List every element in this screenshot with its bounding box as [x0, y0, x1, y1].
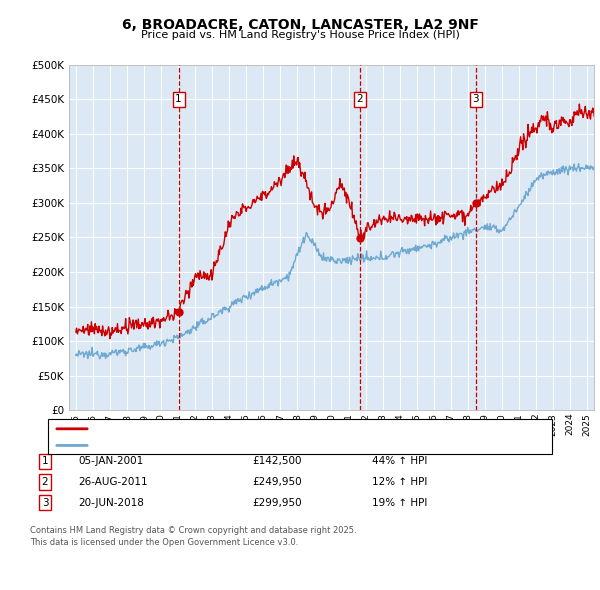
Text: 6, BROADACRE, CATON, LANCASTER, LA2 9NF (detached house): 6, BROADACRE, CATON, LANCASTER, LA2 9NF … [96, 424, 431, 434]
Text: 19% ↑ HPI: 19% ↑ HPI [372, 498, 427, 507]
Text: 05-JAN-2001: 05-JAN-2001 [78, 457, 143, 466]
Text: 3: 3 [41, 498, 49, 507]
Text: 26-AUG-2011: 26-AUG-2011 [78, 477, 148, 487]
Text: £249,950: £249,950 [252, 477, 302, 487]
Text: HPI: Average price, detached house, Lancaster: HPI: Average price, detached house, Lanc… [96, 441, 340, 450]
Text: 1: 1 [175, 94, 182, 104]
Text: 3: 3 [473, 94, 479, 104]
Text: Contains HM Land Registry data © Crown copyright and database right 2025.
This d: Contains HM Land Registry data © Crown c… [30, 526, 356, 547]
Text: 20-JUN-2018: 20-JUN-2018 [78, 498, 144, 507]
Text: 6, BROADACRE, CATON, LANCASTER, LA2 9NF: 6, BROADACRE, CATON, LANCASTER, LA2 9NF [122, 18, 478, 32]
Text: £299,950: £299,950 [252, 498, 302, 507]
Text: £142,500: £142,500 [252, 457, 302, 466]
Text: 12% ↑ HPI: 12% ↑ HPI [372, 477, 427, 487]
Text: Price paid vs. HM Land Registry's House Price Index (HPI): Price paid vs. HM Land Registry's House … [140, 30, 460, 40]
Text: 2: 2 [41, 477, 49, 487]
Text: 2: 2 [356, 94, 363, 104]
Text: 1: 1 [41, 457, 49, 466]
Text: 44% ↑ HPI: 44% ↑ HPI [372, 457, 427, 466]
